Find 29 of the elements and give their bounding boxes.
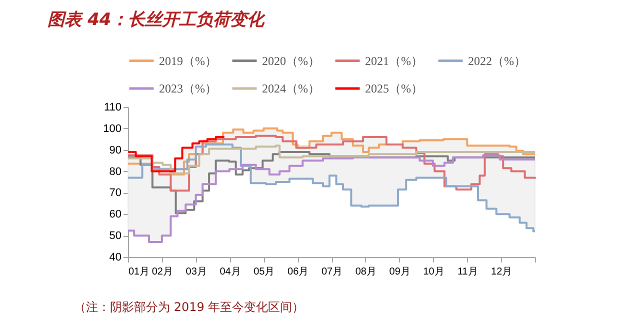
- y-tick-label: 110: [104, 102, 122, 114]
- y-tick-label: 60: [109, 208, 122, 221]
- x-tick-label: 09月: [389, 266, 410, 278]
- y-tick-label: 50: [109, 230, 122, 242]
- x-tick-label: 11月: [457, 266, 478, 278]
- x-tick-label: 10月: [423, 266, 444, 278]
- x-tick-label: 12月: [491, 266, 512, 278]
- y-tick-label: 70: [109, 187, 122, 200]
- legend-label: 2025（%）: [365, 82, 423, 96]
- x-tick-label: 02月: [152, 266, 173, 278]
- x-tick-label: 06月: [288, 266, 309, 278]
- y-tick-label: 100: [103, 122, 122, 135]
- legend-label: 2021（%）: [365, 54, 423, 68]
- x-tick-label: 01月: [128, 266, 150, 278]
- legend-label: 2024（%）: [262, 82, 320, 96]
- chart-title: 图表 44：长丝开工负荷变化: [48, 10, 266, 30]
- x-tick-label: 04月: [220, 266, 241, 278]
- x-tick-label: 07月: [321, 266, 343, 278]
- y-tick-label: 80: [109, 166, 122, 178]
- x-tick-label: 03月: [186, 266, 207, 278]
- x-tick-label: 05月: [254, 266, 275, 278]
- legend-label: 2019（%）: [159, 54, 217, 68]
- legend-label: 2023（%）: [159, 82, 217, 96]
- legend-label: 2022（%）: [468, 54, 526, 68]
- text: （注：阴影部分为 2019 年至今变化区间）: [74, 299, 304, 316]
- y-tick-label: 40: [109, 252, 122, 264]
- legend-label: 2020（%）: [262, 54, 320, 68]
- y-tick-label: 90: [109, 144, 122, 156]
- x-tick-label: 08月: [355, 266, 376, 278]
